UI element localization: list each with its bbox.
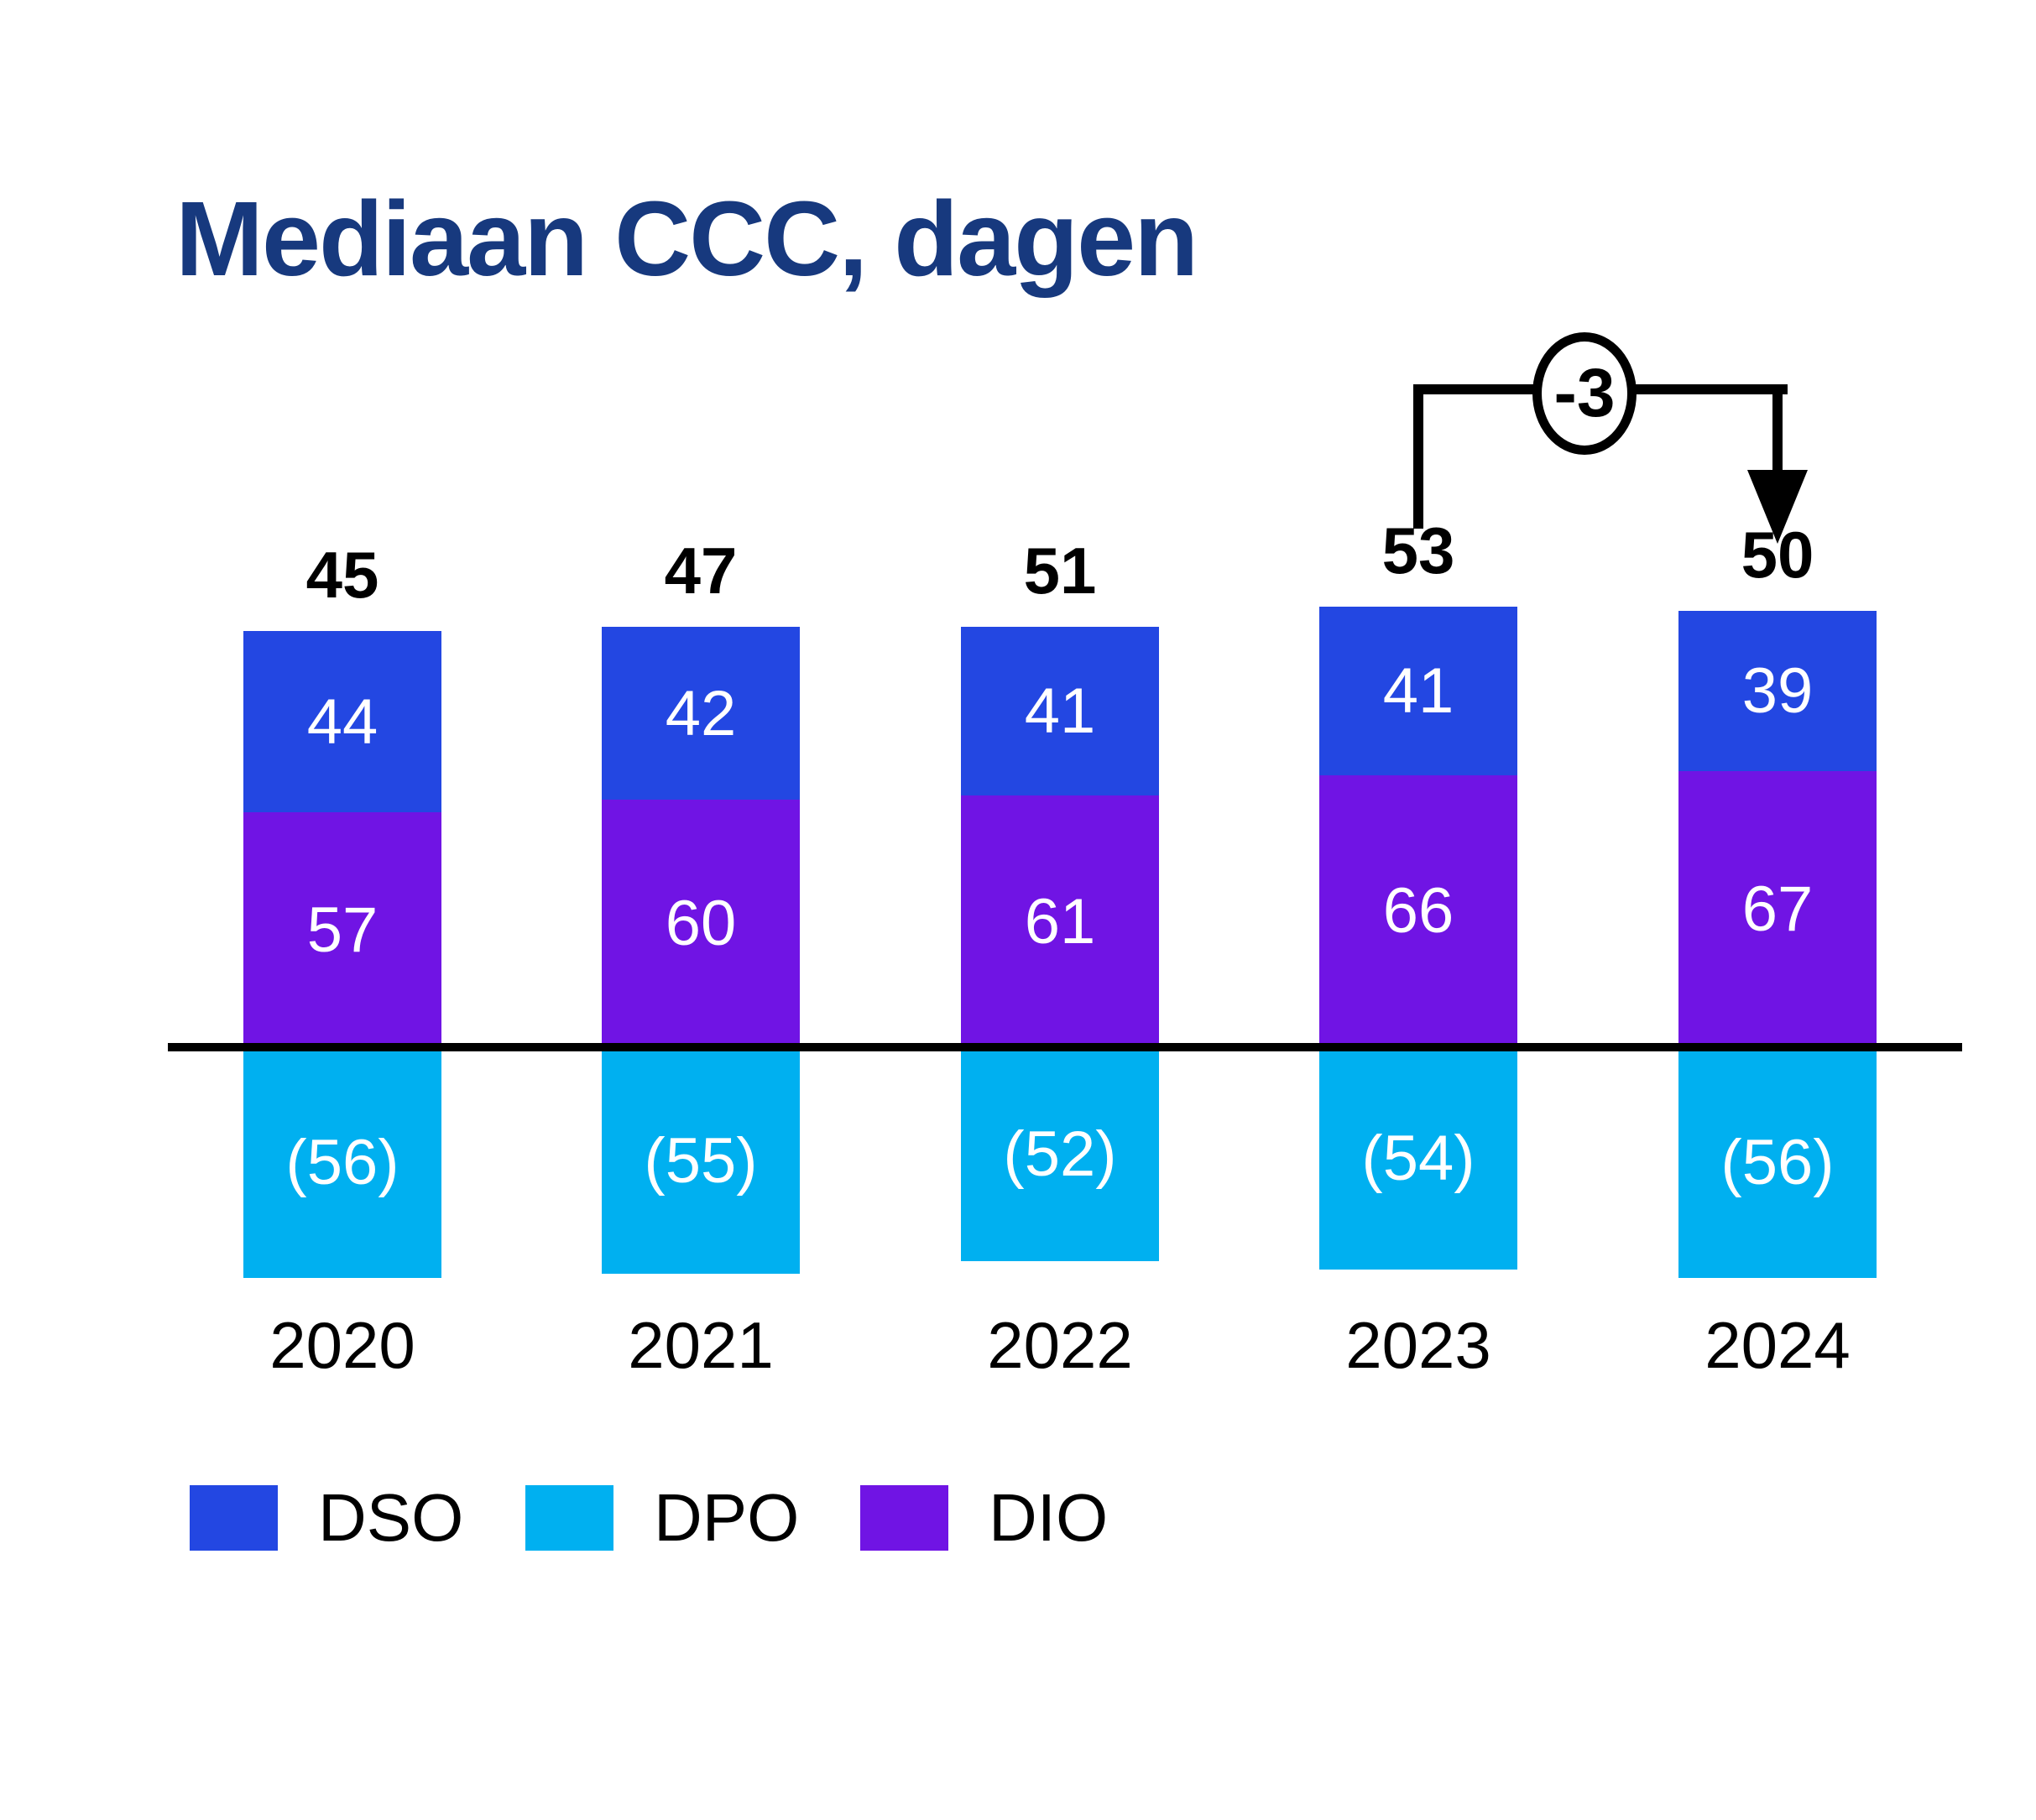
segment-value-label: 44 [306,686,378,758]
legend-item-dso: DSO [190,1480,463,1555]
segment-value-label: (56) [285,1126,399,1198]
bar-segment-dso-2021: 42 [602,627,800,800]
legend-swatch-dpo [525,1485,613,1551]
bar-segment-dpo-2022: (52) [961,1047,1159,1262]
segment-value-label: (52) [1003,1119,1117,1191]
legend-swatch-dio [860,1485,948,1551]
category-label-2023: 2023 [1345,1308,1491,1382]
bar-segment-dso-2020: 44 [243,631,441,813]
legend: DSO DPO DIO [0,1480,2036,1555]
zero-axis-line [168,1043,1962,1051]
legend-item-dio: DIO [860,1480,1108,1555]
segment-value-label: 66 [1382,875,1454,947]
legend-item-dpo: DPO [525,1480,799,1555]
bar-segment-dpo-2021: (55) [602,1047,800,1275]
delta-badge: -3 [1532,332,1637,455]
segment-value-label: 60 [665,888,737,960]
bridge-right-drop [1772,384,1783,478]
legend-label: DIO [989,1480,1109,1555]
bar-segment-dio-2021: 60 [602,800,800,1047]
legend-swatch-dso [190,1485,278,1551]
bar-segment-dpo-2023: (54) [1319,1047,1517,1270]
arrow-down-icon [1747,470,1808,544]
total-label-2021: 47 [664,534,738,608]
bar-segment-dso-2022: 41 [961,627,1159,796]
delta-badge-label: -3 [1553,355,1616,431]
category-label-2022: 2022 [987,1308,1133,1382]
total-label-2022: 51 [1023,534,1097,608]
legend-label: DPO [654,1480,800,1555]
segment-value-label: 57 [306,894,378,966]
bar-segment-dpo-2024: (56) [1678,1047,1877,1278]
bar-segment-dso-2024: 39 [1678,610,1877,772]
segment-value-label: 39 [1741,654,1814,727]
segment-value-label: (54) [1361,1123,1475,1195]
bar-segment-dio-2023: 66 [1319,774,1517,1047]
segment-value-label: (55) [644,1124,758,1197]
segment-value-label: 67 [1741,873,1814,945]
segment-value-label: (56) [1720,1126,1835,1198]
total-label-2020: 45 [305,538,379,613]
segment-value-label: 41 [1382,654,1454,727]
category-label-2020: 2020 [269,1308,415,1382]
bar-segment-dio-2024: 67 [1678,771,1877,1047]
bar-segment-dpo-2020: (56) [243,1047,441,1278]
segment-value-label: 42 [665,677,737,749]
bar-segment-dso-2023: 41 [1319,606,1517,775]
bridge-left-tick [1413,384,1423,529]
category-label-2021: 2021 [628,1308,774,1382]
bar-segment-dio-2022: 61 [961,795,1159,1047]
category-label-2024: 2024 [1704,1308,1851,1382]
bar-segment-dio-2020: 57 [243,812,441,1047]
segment-value-label: 61 [1024,885,1096,957]
segment-value-label: 41 [1024,675,1096,748]
chart-title: Mediaan CCC, dagen [175,180,1198,298]
legend-label: DSO [318,1480,464,1555]
